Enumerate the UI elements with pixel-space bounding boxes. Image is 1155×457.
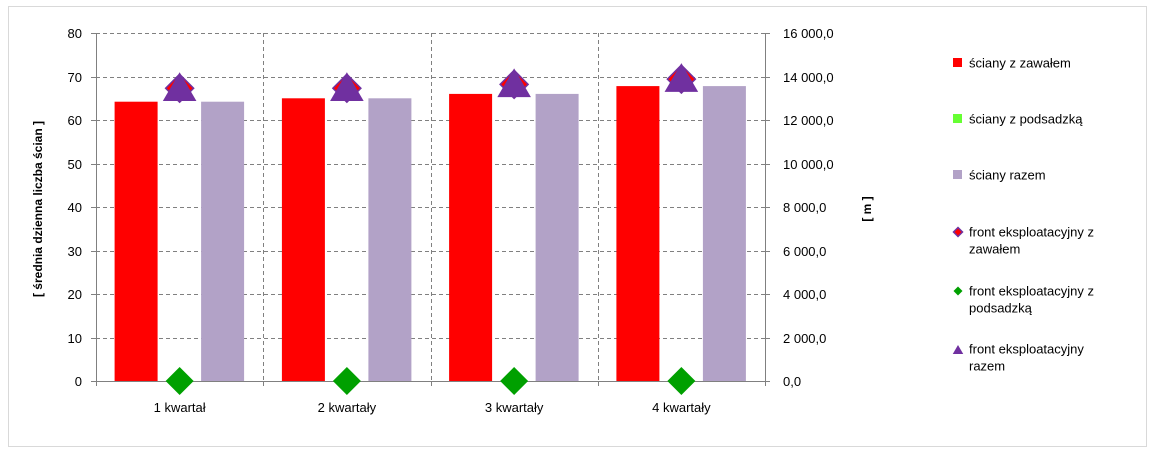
marker-5-3 bbox=[500, 367, 529, 395]
y-tick-label: 20 bbox=[68, 287, 82, 302]
y-tick-label: 0 bbox=[75, 374, 82, 389]
y2-tick-label: 14 000,0 bbox=[783, 70, 834, 85]
legend-symbol-6 bbox=[952, 345, 964, 354]
bar-1-4 bbox=[616, 86, 660, 381]
legend-label-4: front eksploatacyjny z zawałem bbox=[969, 225, 1094, 257]
y2-tick-label: 10 000,0 bbox=[783, 157, 834, 172]
y2-axis-title: [ m ] bbox=[860, 196, 874, 221]
bar-3-3 bbox=[535, 93, 579, 382]
bar-3-1 bbox=[201, 101, 245, 381]
legend-symbol-1 bbox=[953, 58, 962, 67]
chart-area-border bbox=[8, 6, 1147, 447]
bar-1-1 bbox=[114, 101, 158, 381]
y2-tick-label: 6 000,0 bbox=[783, 244, 826, 259]
legend-label-1: ściany z zawałem bbox=[969, 56, 1071, 71]
legend-symbol-3 bbox=[953, 170, 962, 179]
y2-tick-label: 8 000,0 bbox=[783, 200, 826, 215]
legend-label-6: front eksploatacyjny razem bbox=[969, 342, 1084, 374]
y2-tick-label: 2 000,0 bbox=[783, 331, 826, 346]
marker-5-2 bbox=[332, 367, 361, 395]
bar-1-2 bbox=[281, 98, 325, 382]
y-tick-label: 80 bbox=[68, 26, 82, 41]
legend-symbol-4 bbox=[952, 226, 964, 238]
marker-6-2 bbox=[330, 72, 364, 102]
bar-3-2 bbox=[368, 98, 412, 382]
bar-1-3 bbox=[449, 93, 493, 382]
x-tick-label: 1 kwartał bbox=[154, 400, 206, 415]
marker-5-1 bbox=[165, 367, 194, 395]
legend-symbol-5 bbox=[953, 286, 963, 296]
y-tick-label: 70 bbox=[68, 70, 82, 85]
legend-symbol-2 bbox=[953, 114, 962, 123]
y-tick-label: 10 bbox=[68, 331, 82, 346]
y-axis-title: [ średnia dzienna liczba ścian ] bbox=[31, 121, 45, 297]
y2-tick-label: 0,0 bbox=[783, 374, 801, 389]
marker-6-3 bbox=[497, 68, 531, 98]
y2-tick-label: 12 000,0 bbox=[783, 113, 834, 128]
x-tick-label: 3 kwartały bbox=[485, 400, 544, 415]
y2-tick-label: 4 000,0 bbox=[783, 287, 826, 302]
y2-tick-label: 16 000,0 bbox=[783, 26, 834, 41]
bar-3-4 bbox=[702, 86, 746, 381]
y-tick-label: 60 bbox=[68, 113, 82, 128]
legend-label-3: ściany razem bbox=[969, 168, 1046, 183]
legend-label-2: ściany z podsadzką bbox=[969, 112, 1083, 127]
y-tick-label: 40 bbox=[68, 200, 82, 215]
marker-5-4 bbox=[667, 367, 696, 395]
y-tick-label: 50 bbox=[68, 157, 82, 172]
legend-label-5: front eksploatacyjny z podsadzką bbox=[969, 284, 1094, 316]
y-tick-label: 30 bbox=[68, 244, 82, 259]
x-tick-label: 4 kwartały bbox=[652, 400, 711, 415]
marker-6-1 bbox=[162, 72, 197, 102]
marker-6-4 bbox=[664, 63, 699, 92]
x-tick-label: 2 kwartały bbox=[318, 400, 377, 415]
